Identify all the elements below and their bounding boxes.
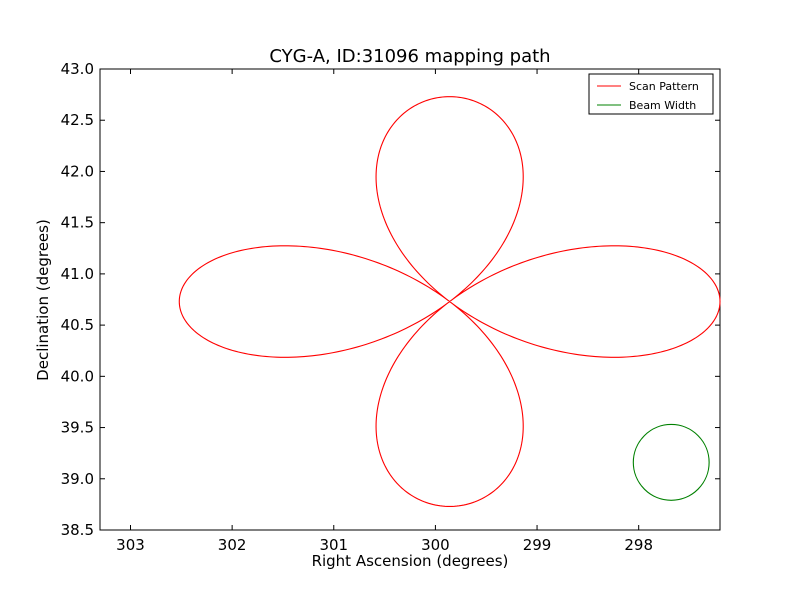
y-tick-label: 41.5 xyxy=(61,214,94,232)
plot-area: 303 302 301 300 299 298 38.5 39.0 39.5 40.0 40.5 41… xyxy=(61,60,721,554)
y-tick-label: 38.5 xyxy=(61,521,94,539)
legend-label-beam-width: Beam Width xyxy=(629,99,696,112)
x-tick-label: 299 xyxy=(523,536,552,554)
legend-label-scan-pattern: Scan Pattern xyxy=(629,80,699,93)
scan-pattern-line xyxy=(178,96,721,507)
x-tick-label: 301 xyxy=(319,536,348,554)
legend-box xyxy=(588,73,714,115)
x-tick-label: 300 xyxy=(421,536,450,554)
chart-title: CYG-A, ID:31096 mapping path xyxy=(269,46,550,67)
y-tick-label: 41.0 xyxy=(61,265,94,283)
y-tick-label: 42.0 xyxy=(61,162,94,180)
y-tick-label: 42.5 xyxy=(61,111,94,129)
y-tick-label: 43.0 xyxy=(61,60,94,78)
y-tick-label: 39.5 xyxy=(61,419,94,437)
y-tick-label: 40.5 xyxy=(61,316,94,334)
y-axis-label: Declination (degrees) xyxy=(34,219,52,381)
beam-width-circle xyxy=(632,423,710,501)
x-tick-label: 303 xyxy=(116,536,145,554)
x-axis-label: Right Ascension (degrees) xyxy=(312,552,509,570)
x-tick-label: 298 xyxy=(624,536,653,554)
legend: Scan Pattern Beam Width xyxy=(588,73,714,115)
y-tick-label: 40.0 xyxy=(61,367,94,385)
x-tick-label: 302 xyxy=(218,536,247,554)
series-layer xyxy=(178,96,721,507)
tick-layer: 303 302 301 300 299 298 38.5 39.0 39.5 40.0 40.5 41… xyxy=(61,60,720,554)
y-tick-label: 39.0 xyxy=(61,470,94,488)
